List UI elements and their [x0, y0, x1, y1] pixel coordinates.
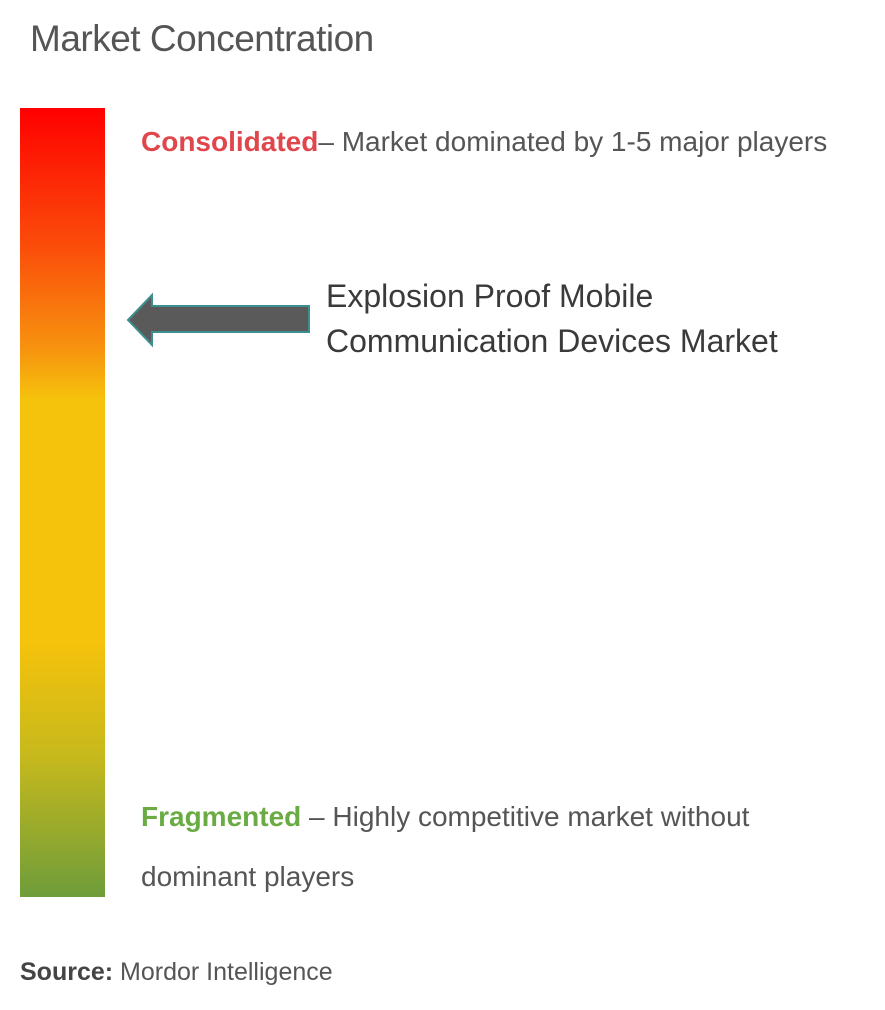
fragmented-text: Fragmented – Highly competitive market w…: [141, 787, 841, 907]
source-note: Source: Mordor Intelligence: [20, 958, 333, 987]
market-label: Explosion Proof Mobile Communication Dev…: [326, 278, 778, 359]
arrow-left-icon: [126, 292, 310, 348]
source-value: Mordor Intelligence: [113, 958, 333, 986]
fragmented-description: – Highly competitive market without domi…: [141, 801, 750, 892]
source-label: Source:: [20, 958, 114, 986]
page-title: Market Concentration: [30, 18, 374, 59]
consolidated-text: Consolidated– Market dominated by 1-5 ma…: [141, 112, 841, 172]
fragmented-label: Fragmented: [141, 801, 302, 832]
consolidated-description: – Market dominated by 1-5 major players: [318, 126, 828, 157]
consolidated-label: Consolidated: [141, 126, 319, 157]
concentration-gradient-bar: [20, 108, 105, 897]
